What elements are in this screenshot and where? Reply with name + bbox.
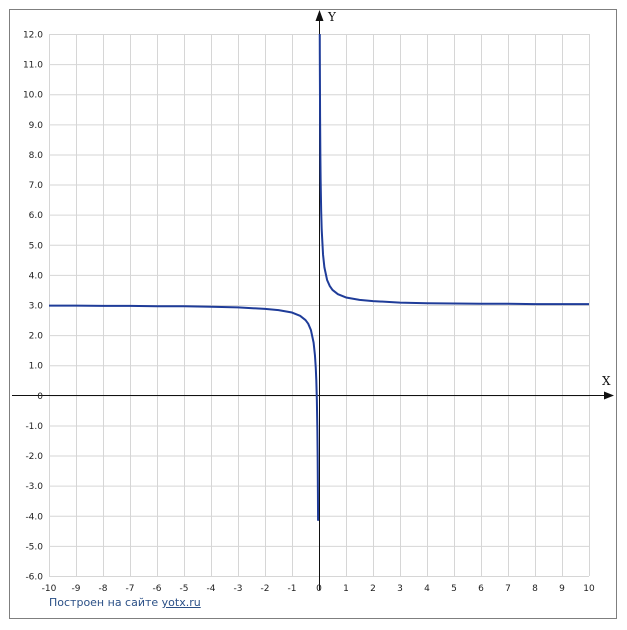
x-tick-label: 6 [478,584,484,594]
x-axis-label: X [602,374,611,388]
y-tick-label: 7.0 [29,181,44,191]
y-tick-label: -4.0 [25,512,43,522]
credit-text: Построен на сайте [49,596,159,609]
x-tick-label: -6 [153,584,162,594]
y-tick-label: 9.0 [29,121,44,131]
x-tick-label: -4 [207,584,216,594]
x-tick-label: -2 [261,584,270,594]
credit-link[interactable]: yotx.ru [161,596,201,609]
y-tick-label: 6.0 [29,211,44,221]
y-tick-label: 11.0 [23,61,43,71]
x-tick-label: 2 [370,584,376,594]
x-tick-label: -10 [42,584,57,594]
curve-branch-right [318,34,589,306]
x-tick-label: 5 [451,584,457,594]
x-tick-label: 1 [343,584,349,594]
y-tick-label: -6.0 [25,573,43,583]
x-tick-label: -8 [99,584,108,594]
curve-branch-left [49,304,320,521]
x-tick-label: -5 [180,584,189,594]
y-tick-label: -1.0 [25,422,43,432]
axes [12,10,614,590]
y-tick-label: 10.0 [23,91,43,101]
y-tick-label: -5.0 [25,542,43,552]
y-tick-label: 12.0 [23,31,43,41]
y-tick-label: 2.0 [29,332,44,342]
y-tick-label: 0 [37,392,43,402]
x-tick-label: -3 [234,584,243,594]
y-axis-label: Y [327,10,337,24]
x-tick-label: 3 [397,584,403,594]
x-tick-label: 0 [316,584,322,594]
y-tick-label: -2.0 [25,452,43,462]
y-tick-label: 1.0 [29,362,44,372]
x-tick-label: -1 [288,584,297,594]
y-tick-label: 8.0 [29,151,44,161]
y-tick-label: 3.0 [29,302,44,312]
curve [49,34,589,521]
x-tick-label: 4 [424,584,430,594]
x-tick-label: 10 [583,584,595,594]
x-tick-label: 7 [505,584,511,594]
x-tick-label: -7 [126,584,135,594]
x-tick-label: -9 [72,584,81,594]
y-axis-arrow [315,10,324,21]
x-axis-arrow [604,391,614,400]
y-tick-label: 4.0 [29,271,44,281]
x-tick-label: 9 [559,584,565,594]
y-tick-label: -3.0 [25,482,43,492]
tick-labels: -10 -9 -8 -7 -6 -5 -4 -3 -2 -1 0 1 2 3 4 5 6 7 8 9 10-6.0-5.… [23,31,595,595]
y-tick-label: 5.0 [29,241,44,251]
chart-frame [9,9,617,619]
credit-line: Построен на сайте yotx.ru [49,596,201,609]
x-tick-label: 8 [532,584,538,594]
